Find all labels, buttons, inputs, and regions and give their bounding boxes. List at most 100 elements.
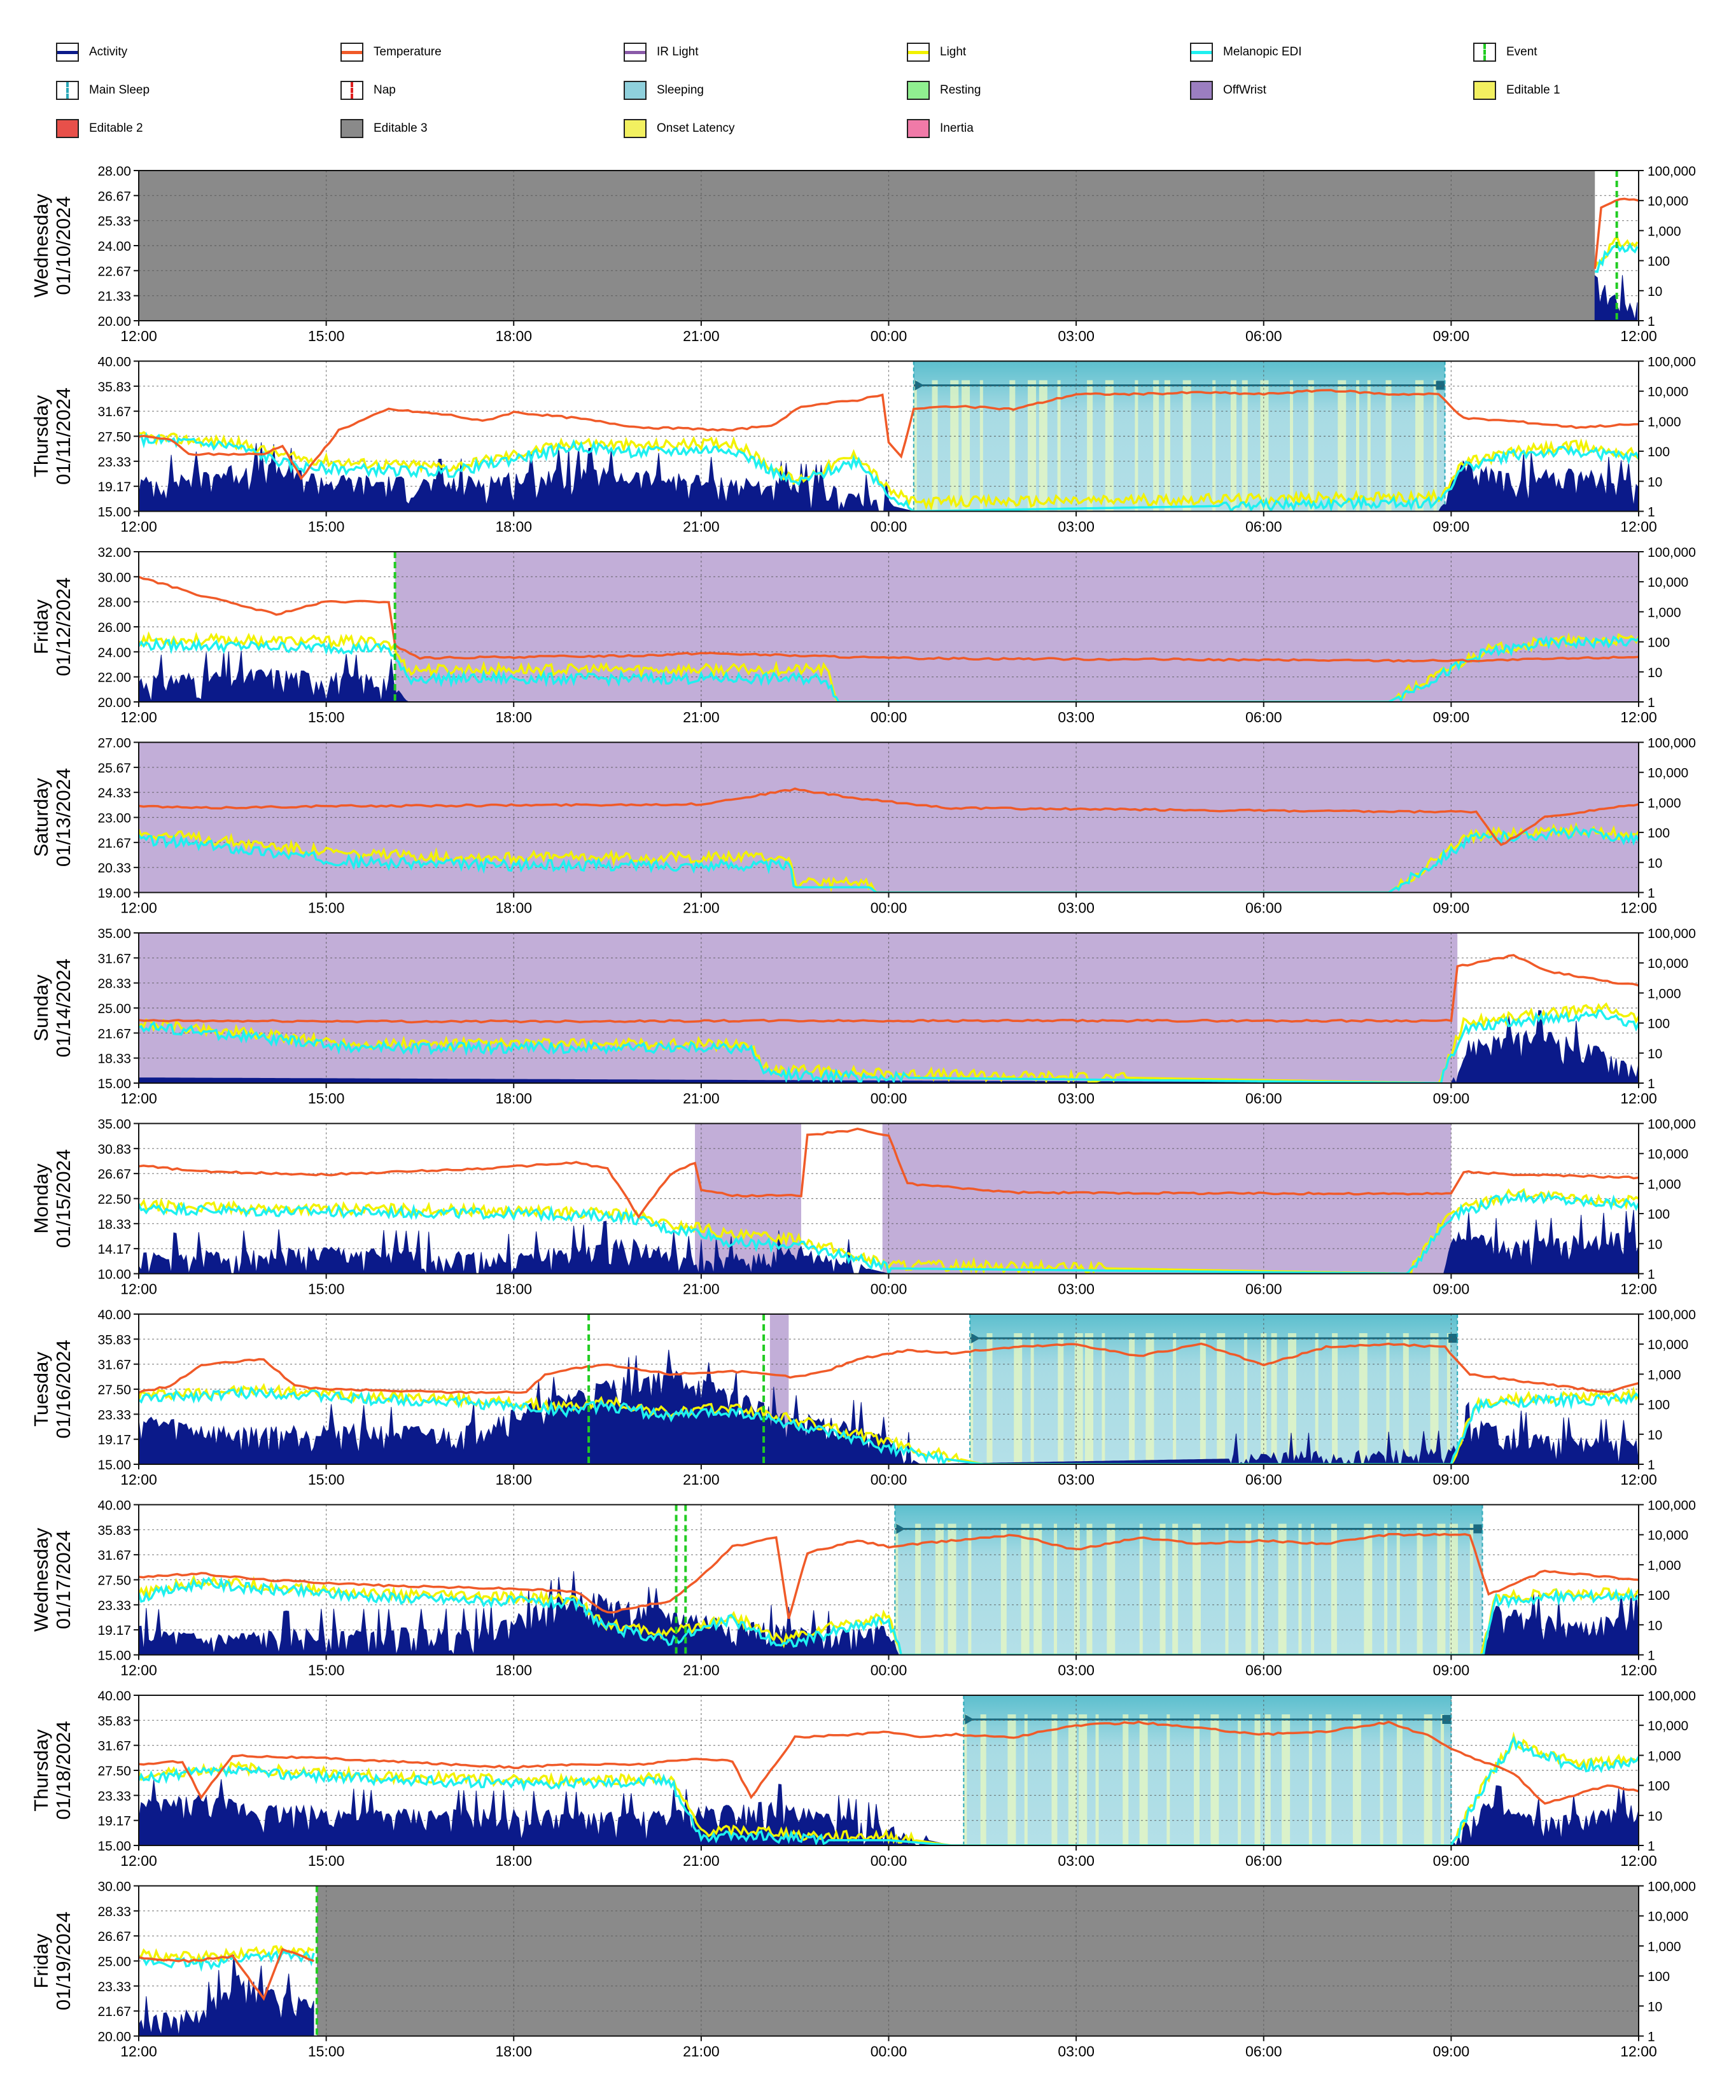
left-tick-label: 26.67: [97, 1929, 131, 1944]
resting-stripe: [1014, 1333, 1023, 1464]
date-label: 01/16/2024: [52, 1340, 74, 1438]
resting-stripe: [1332, 1333, 1338, 1464]
left-tick-label: 27.50: [97, 430, 131, 445]
resting-stripe: [1057, 380, 1061, 512]
resting-stripe: [1051, 1714, 1058, 1845]
right-tick-label: 1,000: [1648, 1558, 1681, 1573]
temperature-series: [139, 389, 1639, 480]
offwrist-region: [695, 1123, 802, 1274]
left-tick-label: 35.00: [97, 1117, 131, 1132]
legend-item: Temperature: [340, 39, 442, 65]
legend-label: Melanopic EDI: [1223, 45, 1302, 59]
resting-stripe: [1367, 380, 1371, 512]
resting-stripe: [1469, 1523, 1473, 1655]
sleep-start-marker: [971, 1333, 981, 1343]
resting-stripe: [948, 1523, 956, 1655]
right-tick-label: 1,000: [1648, 224, 1681, 239]
resting-stripe: [1450, 1523, 1459, 1655]
resting-stripe: [1245, 1523, 1252, 1655]
temperature-series: [139, 1948, 314, 2001]
resting-stripe: [1172, 1523, 1179, 1655]
right-tick-label: 1: [1648, 314, 1655, 329]
resting-stripe: [1200, 1333, 1206, 1464]
bottom-tick-label: 06:00: [1245, 1471, 1282, 1488]
right-tick-label: 100,000: [1648, 927, 1696, 941]
bottom-tick-label: 18:00: [495, 1662, 532, 1679]
legend-label: Editable 1: [1506, 83, 1560, 97]
resting-stripe: [1230, 380, 1236, 512]
resting-stripe: [895, 1523, 899, 1655]
bottom-tick-label: 15:00: [308, 519, 345, 535]
bottom-tick-label: 15:00: [308, 328, 345, 344]
left-tick-label: 28.00: [97, 596, 131, 610]
resting-stripe: [1068, 1714, 1077, 1845]
bottom-tick-label: 00:00: [871, 1662, 907, 1679]
weekday-label: Monday: [30, 1163, 52, 1234]
left-tick-label: 30.00: [97, 570, 131, 585]
activity-series: [139, 1210, 1639, 1274]
left-tick-label: 35.83: [97, 1523, 131, 1538]
bottom-tick-label: 09:00: [1433, 2043, 1470, 2060]
legend-swatch: [907, 81, 930, 100]
bottom-tick-label: 21:00: [683, 2043, 720, 2060]
resting-stripe: [1415, 380, 1424, 512]
resting-stripe: [1311, 1523, 1315, 1655]
resting-stripe: [1242, 380, 1248, 512]
date-label: 01/19/2024: [52, 1912, 74, 2010]
left-tick-label: 23.33: [97, 1599, 131, 1613]
left-tick-label: 23.33: [97, 455, 131, 470]
resting-stripe: [1430, 1333, 1439, 1464]
resting-stripe: [1164, 380, 1170, 512]
bottom-tick-label: 00:00: [871, 2043, 907, 2060]
left-tick-label: 25.00: [97, 1955, 131, 1970]
resting-stripe: [1238, 1714, 1242, 1845]
bottom-tick-label: 21:00: [683, 1852, 720, 1869]
bottom-tick-label: 09:00: [1433, 328, 1470, 344]
resting-stripe: [1217, 1333, 1226, 1464]
weekday-label: Friday: [30, 1933, 52, 1989]
melanopic-edi-series: [139, 1385, 1639, 1464]
bottom-tick-label: 12:00: [120, 1662, 157, 1679]
bottom-tick-label: 03:00: [1058, 1852, 1095, 1869]
bottom-tick-label: 09:00: [1433, 1281, 1470, 1298]
right-tick-label: 100,000: [1648, 545, 1696, 560]
legend-label: Main Sleep: [89, 83, 150, 97]
weekday-label: Thursday: [30, 395, 52, 477]
bottom-tick-label: 15:00: [308, 900, 345, 916]
day-panel: 32.00 30.00 28.00 26.00 24.00 22.00 20.00 100,0…: [30, 545, 1696, 725]
resting-stripe: [1139, 1523, 1143, 1655]
right-tick-label: 10: [1648, 475, 1662, 489]
bottom-tick-label: 09:00: [1433, 1090, 1470, 1107]
weekday-label: Friday: [30, 599, 52, 654]
left-tick-label: 15.00: [97, 1458, 131, 1473]
resting-stripe: [1074, 1333, 1083, 1464]
activity-series: [139, 1571, 1639, 1655]
right-tick-label: 100: [1648, 636, 1670, 650]
resting-stripe: [1135, 380, 1138, 512]
resting-stripe: [1007, 1714, 1016, 1845]
left-tick-label: 27.50: [97, 1383, 131, 1397]
left-tick-label: 31.67: [97, 1739, 131, 1754]
bottom-tick-label: 12:00: [1620, 900, 1657, 916]
temperature-series: [139, 954, 1639, 1024]
left-tick-label: 26.67: [97, 1167, 131, 1182]
resting-stripe: [1074, 1523, 1080, 1655]
resting-stripe: [1210, 1714, 1219, 1845]
resting-stripe: [932, 380, 938, 512]
left-tick-label: 22.00: [97, 671, 131, 685]
light-series: [139, 1382, 1639, 1464]
legend-item: Event: [1473, 39, 1537, 65]
bottom-tick-label: 09:00: [1433, 1662, 1470, 1679]
left-tick-label: 24.00: [97, 239, 131, 254]
bottom-tick-label: 21:00: [683, 328, 720, 344]
right-tick-label: 10,000: [1648, 956, 1688, 971]
resting-stripe: [1308, 1714, 1312, 1845]
right-tick-label: 100,000: [1648, 164, 1696, 179]
legend-swatch: [340, 43, 363, 62]
legend-label: IR Light: [657, 45, 699, 59]
bottom-tick-label: 12:00: [120, 1852, 157, 1869]
right-tick-label: 10,000: [1648, 1719, 1688, 1733]
plot-area: [139, 552, 1639, 702]
temperature-series: [139, 1342, 1639, 1394]
